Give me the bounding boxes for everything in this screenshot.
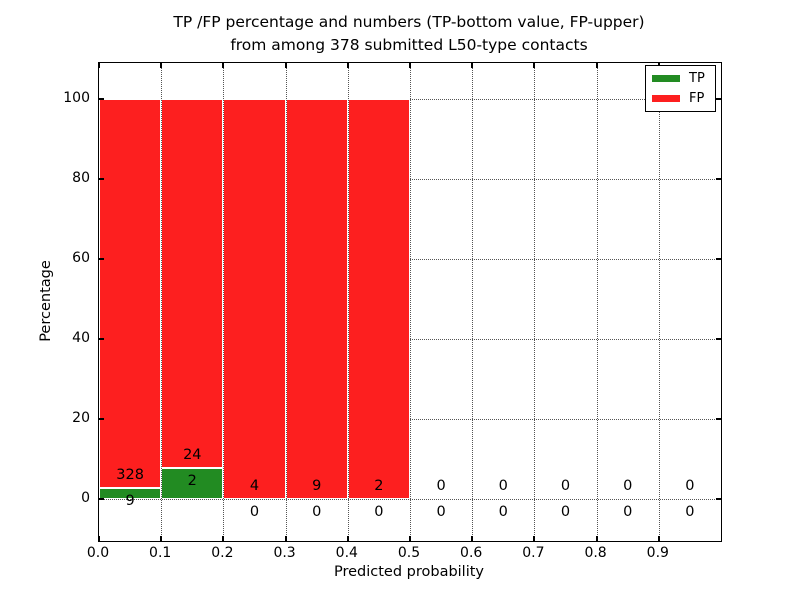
gridline-v [347, 63, 349, 541]
y-tick-mark-right [716, 178, 721, 180]
x-tick-mark-top [222, 63, 225, 68]
gridline-v [161, 63, 163, 541]
legend: TP FP [645, 65, 716, 112]
tp-count-label: 9 [125, 493, 135, 510]
x-tick-mark-bottom [284, 536, 287, 541]
y-tick-mark-right [716, 418, 721, 420]
y-tick-mark-left [99, 498, 104, 500]
chart-title-line1: TP /FP percentage and numbers (TP-bottom… [173, 13, 645, 31]
x-tick-mark-bottom [533, 536, 536, 541]
fp-count-label: 0 [623, 478, 633, 494]
x-tick-mark-bottom [595, 536, 598, 541]
gridline-v [223, 63, 225, 541]
tp-count-label: 0 [498, 504, 508, 520]
x-tick-mark-bottom [657, 536, 660, 541]
gridline-v [472, 63, 474, 541]
gridline-v [285, 63, 287, 541]
tp-count-label: 0 [249, 504, 260, 520]
bar-segment-tp [161, 468, 224, 499]
y-tick-mark-left [99, 98, 104, 100]
x-tick-mark-top [160, 63, 163, 68]
fp-count-label: 0 [560, 478, 571, 494]
fp-color-swatch [652, 95, 680, 102]
fp-count-label: 0 [498, 478, 508, 494]
x-tick-mark-bottom [346, 536, 349, 541]
legend-item-fp: FP [652, 90, 709, 106]
x-tick-mark-top [471, 63, 474, 68]
bar-segment-fp [161, 99, 224, 469]
tp-count-label: 0 [312, 504, 322, 520]
legend-label-fp: FP [689, 90, 705, 106]
y-tick-label: 60 [72, 250, 90, 266]
tp-count-label: 0 [374, 504, 384, 520]
x-tick-mark-top [533, 63, 536, 68]
x-tick-label: 0.2 [211, 545, 234, 561]
x-axis-label: Predicted probability [333, 564, 485, 580]
x-tick-label: 0.4 [335, 545, 358, 561]
y-tick-label: 80 [72, 170, 90, 186]
legend-label-tp: TP [689, 70, 705, 86]
x-tick-label: 0.7 [522, 545, 545, 561]
y-tick-label: 100 [63, 90, 90, 106]
bar-segment-tp [99, 488, 162, 499]
x-tick-mark-bottom [222, 536, 225, 541]
bar-segment-fp [223, 99, 286, 499]
x-tick-mark-bottom [160, 536, 163, 541]
fp-count-label: 9 [312, 478, 322, 494]
x-tick-label: 0.5 [397, 545, 421, 561]
y-tick-label: 20 [72, 410, 90, 426]
x-tick-mark-bottom [471, 536, 474, 541]
legend-item-tp: TP [652, 70, 709, 86]
x-tick-mark-top [346, 63, 349, 68]
y-tick-mark-left [99, 338, 104, 340]
fp-count-label: 0 [436, 478, 446, 494]
x-tick-mark-top [595, 63, 598, 68]
fp-count-label: 0 [685, 478, 695, 494]
y-tick-mark-right [716, 98, 721, 100]
tp-count-label: 0 [685, 504, 695, 520]
gridline-v [410, 63, 411, 541]
x-tick-mark-top [98, 63, 100, 68]
chart-title-line2: from among 378 submitted L50-type contac… [230, 36, 588, 54]
x-tick-label: 0.6 [460, 545, 483, 561]
y-tick-mark-right [716, 498, 721, 500]
tp-count-label: 0 [436, 504, 446, 520]
fp-count-label: 2 [374, 478, 384, 494]
bar-segment-fp [347, 99, 410, 499]
x-tick-label: 0.3 [273, 545, 296, 561]
plot-area: 328 9 24 2 4 0 9 0 2 0 0 0 0 0 0 0 0 0 0 0 [98, 62, 722, 542]
y-tick-mark-left [99, 258, 104, 260]
y-tick-label: 0 [81, 490, 90, 506]
y-tick-label: 40 [72, 330, 90, 346]
tp-count-label: 2 [187, 473, 197, 490]
x-tick-mark-top [409, 63, 411, 68]
x-tick-label: 0.1 [149, 545, 172, 561]
tp-color-swatch [652, 75, 680, 82]
bar-segment-fp [285, 99, 348, 499]
fp-count-label: 24 [183, 447, 202, 464]
y-tick-mark-right [716, 258, 721, 260]
x-tick-mark-top [284, 63, 287, 68]
gridline-v [596, 63, 598, 541]
y-axis-label: Percentage [38, 260, 54, 342]
x-tick-label: 0.8 [584, 545, 607, 561]
y-tick-mark-right [716, 338, 721, 340]
y-tick-mark-left [99, 418, 104, 420]
x-tick-label: 0.9 [646, 545, 669, 561]
gridline-v [534, 63, 536, 541]
tp-count-label: 0 [623, 504, 633, 520]
y-tick-mark-left [99, 178, 104, 180]
tp-count-label: 0 [560, 504, 571, 520]
x-tick-label: 0.0 [86, 545, 110, 561]
fp-count-label: 4 [249, 478, 260, 494]
x-tick-mark-bottom [409, 536, 411, 541]
fp-count-label: 328 [116, 467, 144, 484]
bar-segment-fp [99, 99, 162, 489]
x-tick-mark-bottom [98, 536, 100, 541]
gridline-v [658, 63, 660, 541]
